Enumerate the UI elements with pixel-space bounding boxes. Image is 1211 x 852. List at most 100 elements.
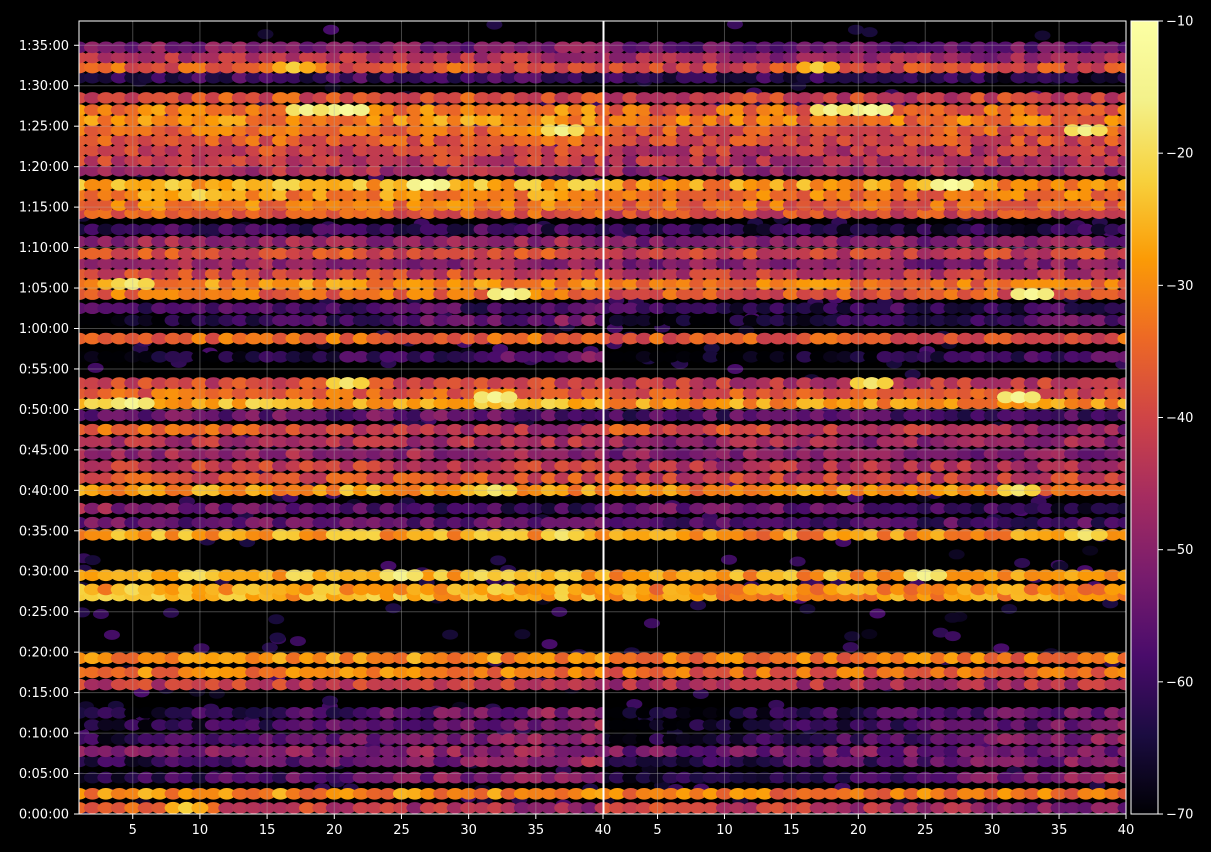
heat-cell bbox=[500, 268, 518, 280]
heat-cell bbox=[675, 179, 693, 191]
heat-cell bbox=[863, 448, 881, 460]
heat-cell bbox=[608, 235, 626, 248]
heat-cell bbox=[863, 409, 881, 422]
heat-cell bbox=[1117, 199, 1126, 211]
heat-cell bbox=[649, 247, 667, 260]
heat-cell bbox=[339, 154, 357, 167]
heat-cell bbox=[983, 207, 1001, 219]
heat-cell bbox=[1063, 302, 1081, 315]
heat-cell bbox=[608, 288, 626, 300]
heat-cell bbox=[204, 387, 222, 400]
heat-cell bbox=[863, 124, 881, 137]
heat-cell bbox=[1023, 787, 1041, 800]
heat-cell bbox=[594, 745, 603, 758]
heat-cell bbox=[903, 124, 921, 137]
heat-cell bbox=[419, 288, 437, 300]
heat-cell bbox=[809, 199, 827, 211]
heat-cell bbox=[729, 707, 747, 719]
heat-cell bbox=[823, 448, 841, 460]
heat-cell bbox=[970, 124, 988, 137]
heat-cell bbox=[956, 666, 974, 679]
heat-cell bbox=[1010, 104, 1028, 116]
heat-cell bbox=[1090, 409, 1108, 422]
heat-cell bbox=[312, 583, 330, 596]
heat-cell bbox=[1077, 678, 1095, 691]
heat-cell bbox=[392, 51, 410, 64]
heat-cell bbox=[500, 61, 518, 74]
heat-cell bbox=[796, 92, 814, 104]
heat-cell bbox=[983, 377, 1001, 389]
heat-cell bbox=[649, 707, 667, 719]
heat-cell bbox=[1117, 707, 1126, 719]
heat-cell bbox=[110, 235, 128, 248]
heat-cell bbox=[581, 484, 599, 497]
heat-cell bbox=[943, 397, 961, 410]
heat-cell bbox=[460, 802, 478, 814]
heat-cell bbox=[419, 268, 437, 280]
heat-cell bbox=[675, 247, 693, 260]
heat-cell bbox=[554, 652, 572, 665]
heat-cell bbox=[876, 247, 894, 260]
heat-cell bbox=[809, 268, 827, 280]
heat-hotspot bbox=[1023, 391, 1041, 404]
heat-cell bbox=[662, 302, 680, 315]
heat-cell bbox=[272, 745, 290, 758]
heat-cell bbox=[769, 666, 787, 679]
heat-cell bbox=[487, 351, 505, 363]
heat-cell bbox=[876, 666, 894, 679]
heat-cell bbox=[513, 771, 531, 784]
heat-cell bbox=[151, 134, 169, 147]
heat-cell bbox=[218, 247, 236, 260]
heat-cell bbox=[177, 61, 195, 74]
heat-cell bbox=[527, 134, 545, 147]
heat-cell bbox=[1010, 124, 1028, 137]
heat-cell bbox=[446, 387, 464, 400]
heat-cell bbox=[258, 755, 276, 768]
heat-cell bbox=[796, 144, 814, 157]
heat-cell bbox=[392, 179, 410, 191]
heat-cell bbox=[285, 179, 303, 191]
heat-cell bbox=[729, 652, 747, 665]
heat-cell bbox=[997, 787, 1015, 800]
heat-cell bbox=[782, 569, 800, 582]
heat-cell bbox=[151, 583, 169, 596]
heat-cell bbox=[527, 154, 545, 167]
heat-cell bbox=[916, 268, 934, 280]
heat-cell bbox=[689, 154, 707, 167]
heat-cell bbox=[339, 61, 357, 74]
heat-cell bbox=[433, 302, 451, 315]
heat-cell bbox=[594, 134, 603, 147]
heat-cell bbox=[124, 460, 142, 472]
heat-cell bbox=[635, 257, 653, 270]
heat-cell bbox=[594, 733, 603, 745]
heat-cell bbox=[392, 207, 410, 219]
heat-cell bbox=[702, 569, 720, 582]
heat-cell bbox=[137, 460, 155, 472]
heat-cell bbox=[1090, 569, 1108, 582]
heat-cell bbox=[635, 332, 653, 345]
heat-cell bbox=[796, 377, 814, 389]
heat-cell bbox=[970, 733, 988, 745]
heat-cell bbox=[352, 745, 370, 758]
heat-cell bbox=[1077, 268, 1095, 280]
heat-cell bbox=[742, 351, 760, 363]
heat-cell bbox=[742, 719, 760, 731]
heat-cell bbox=[191, 302, 209, 315]
heat-cell bbox=[352, 114, 370, 126]
heat-cell bbox=[863, 189, 881, 201]
heat-cell bbox=[527, 278, 545, 290]
heat-cell bbox=[554, 448, 572, 460]
heat-cell bbox=[84, 555, 101, 566]
heat-cell bbox=[1104, 351, 1122, 363]
heat-cell bbox=[339, 707, 357, 719]
heat-cell bbox=[231, 652, 249, 665]
heat-cell bbox=[715, 719, 733, 731]
heat-cell bbox=[782, 502, 800, 515]
heat-cell bbox=[352, 771, 370, 784]
heat-cell bbox=[339, 387, 357, 400]
heat-cell bbox=[903, 351, 921, 363]
heat-cell bbox=[352, 755, 370, 768]
heat-cell bbox=[554, 51, 572, 64]
heat-cell bbox=[782, 257, 800, 270]
heat-cell bbox=[675, 771, 693, 784]
